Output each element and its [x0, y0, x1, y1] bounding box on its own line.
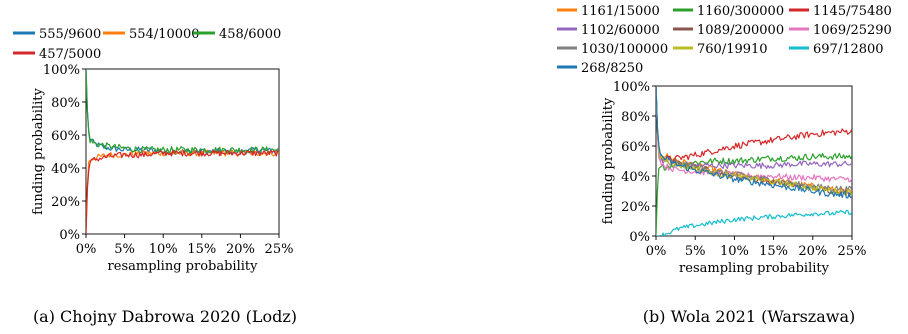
x-tick-label: 0%: [76, 242, 97, 257]
series-group: [86, 68, 279, 234]
y-tick-label: 60%: [51, 129, 80, 144]
legend-label: 555/9600: [39, 27, 101, 42]
y-tick-label: 0%: [59, 228, 80, 243]
legend-label: 1030/100000: [581, 42, 668, 57]
series-line: [656, 85, 852, 162]
chart-panel-1: 0% 20% 40% 60% 80% 100% 0% 5% 10% 15% 20% 25% resamp…: [13, 27, 297, 326]
legend-label: 697/12800: [813, 42, 884, 57]
y-tick-label: 0%: [629, 230, 650, 245]
chart-caption: (a) Chojny Dabrowa 2020 (Lodz): [33, 307, 297, 326]
y-tick-label: 80%: [621, 110, 650, 125]
y-tick-label: 40%: [51, 162, 80, 177]
legend-label: 1102/60000: [581, 23, 660, 38]
legend-label: 1145/75480: [813, 4, 892, 19]
legend-label: 1160/300000: [697, 4, 784, 19]
series-line: [656, 209, 852, 236]
x-tick-label: 10%: [720, 244, 749, 259]
legend-label: 1069/25290: [813, 23, 892, 38]
y-tick-label: 100%: [613, 80, 650, 95]
legend-label: 268/8250: [581, 61, 643, 76]
series-line: [86, 149, 279, 234]
legend: 555/9600 554/10000 458/6000 457/5000: [13, 27, 281, 62]
x-axis-label: resampling probability: [679, 261, 830, 276]
x-tick-label: 5%: [114, 242, 135, 257]
legend-label: 1161/15000: [581, 4, 660, 19]
series-group: [656, 85, 852, 236]
x-tick-label: 20%: [226, 242, 255, 257]
chart-panel-2: 0% 20% 40% 60% 80% 100% 0% 5% 10% 15% 20% 25% resamp…: [557, 4, 892, 326]
legend-label: 458/6000: [219, 27, 281, 42]
chart-caption: (b) Wola 2021 (Warszawa): [643, 307, 856, 326]
series-line: [656, 152, 852, 236]
series-line: [86, 149, 279, 234]
series-line: [656, 85, 852, 170]
series-line: [656, 85, 852, 183]
y-tick-label: 20%: [621, 200, 650, 215]
legend-label: 457/5000: [39, 47, 101, 62]
series-line: [86, 68, 279, 154]
plot-frame: [85, 68, 280, 235]
y-tick-label: 60%: [621, 140, 650, 155]
legend-label: 1089/200000: [697, 23, 784, 38]
series-line: [656, 85, 852, 199]
y-tick-label: 80%: [51, 96, 80, 111]
x-axis-label: resampling probability: [108, 259, 259, 274]
x-tick-label: 5%: [685, 244, 706, 259]
x-tick-label: 0%: [646, 244, 667, 259]
y-axis-label: funding probability: [601, 97, 616, 224]
y-tick-label: 20%: [51, 195, 80, 210]
legend-label: 554/10000: [129, 27, 200, 42]
y-tick-label: 100%: [43, 63, 80, 78]
x-tick-label: 20%: [798, 244, 827, 259]
y-tick-label: 40%: [621, 170, 650, 185]
legend-label: 760/19910: [697, 42, 768, 57]
x-tick-label: 10%: [149, 242, 178, 257]
x-tick-label: 25%: [265, 242, 294, 257]
legend: 1161/15000 1160/300000 1145/75480 1102/6000…: [557, 4, 892, 76]
x-tick-label: 25%: [838, 244, 867, 259]
x-tick-label: 15%: [187, 242, 216, 257]
plot-frame: [655, 85, 853, 237]
y-axis-label: funding probability: [31, 88, 46, 215]
series-line: [656, 85, 852, 193]
x-tick-label: 15%: [759, 244, 788, 259]
series-line: [86, 68, 279, 156]
